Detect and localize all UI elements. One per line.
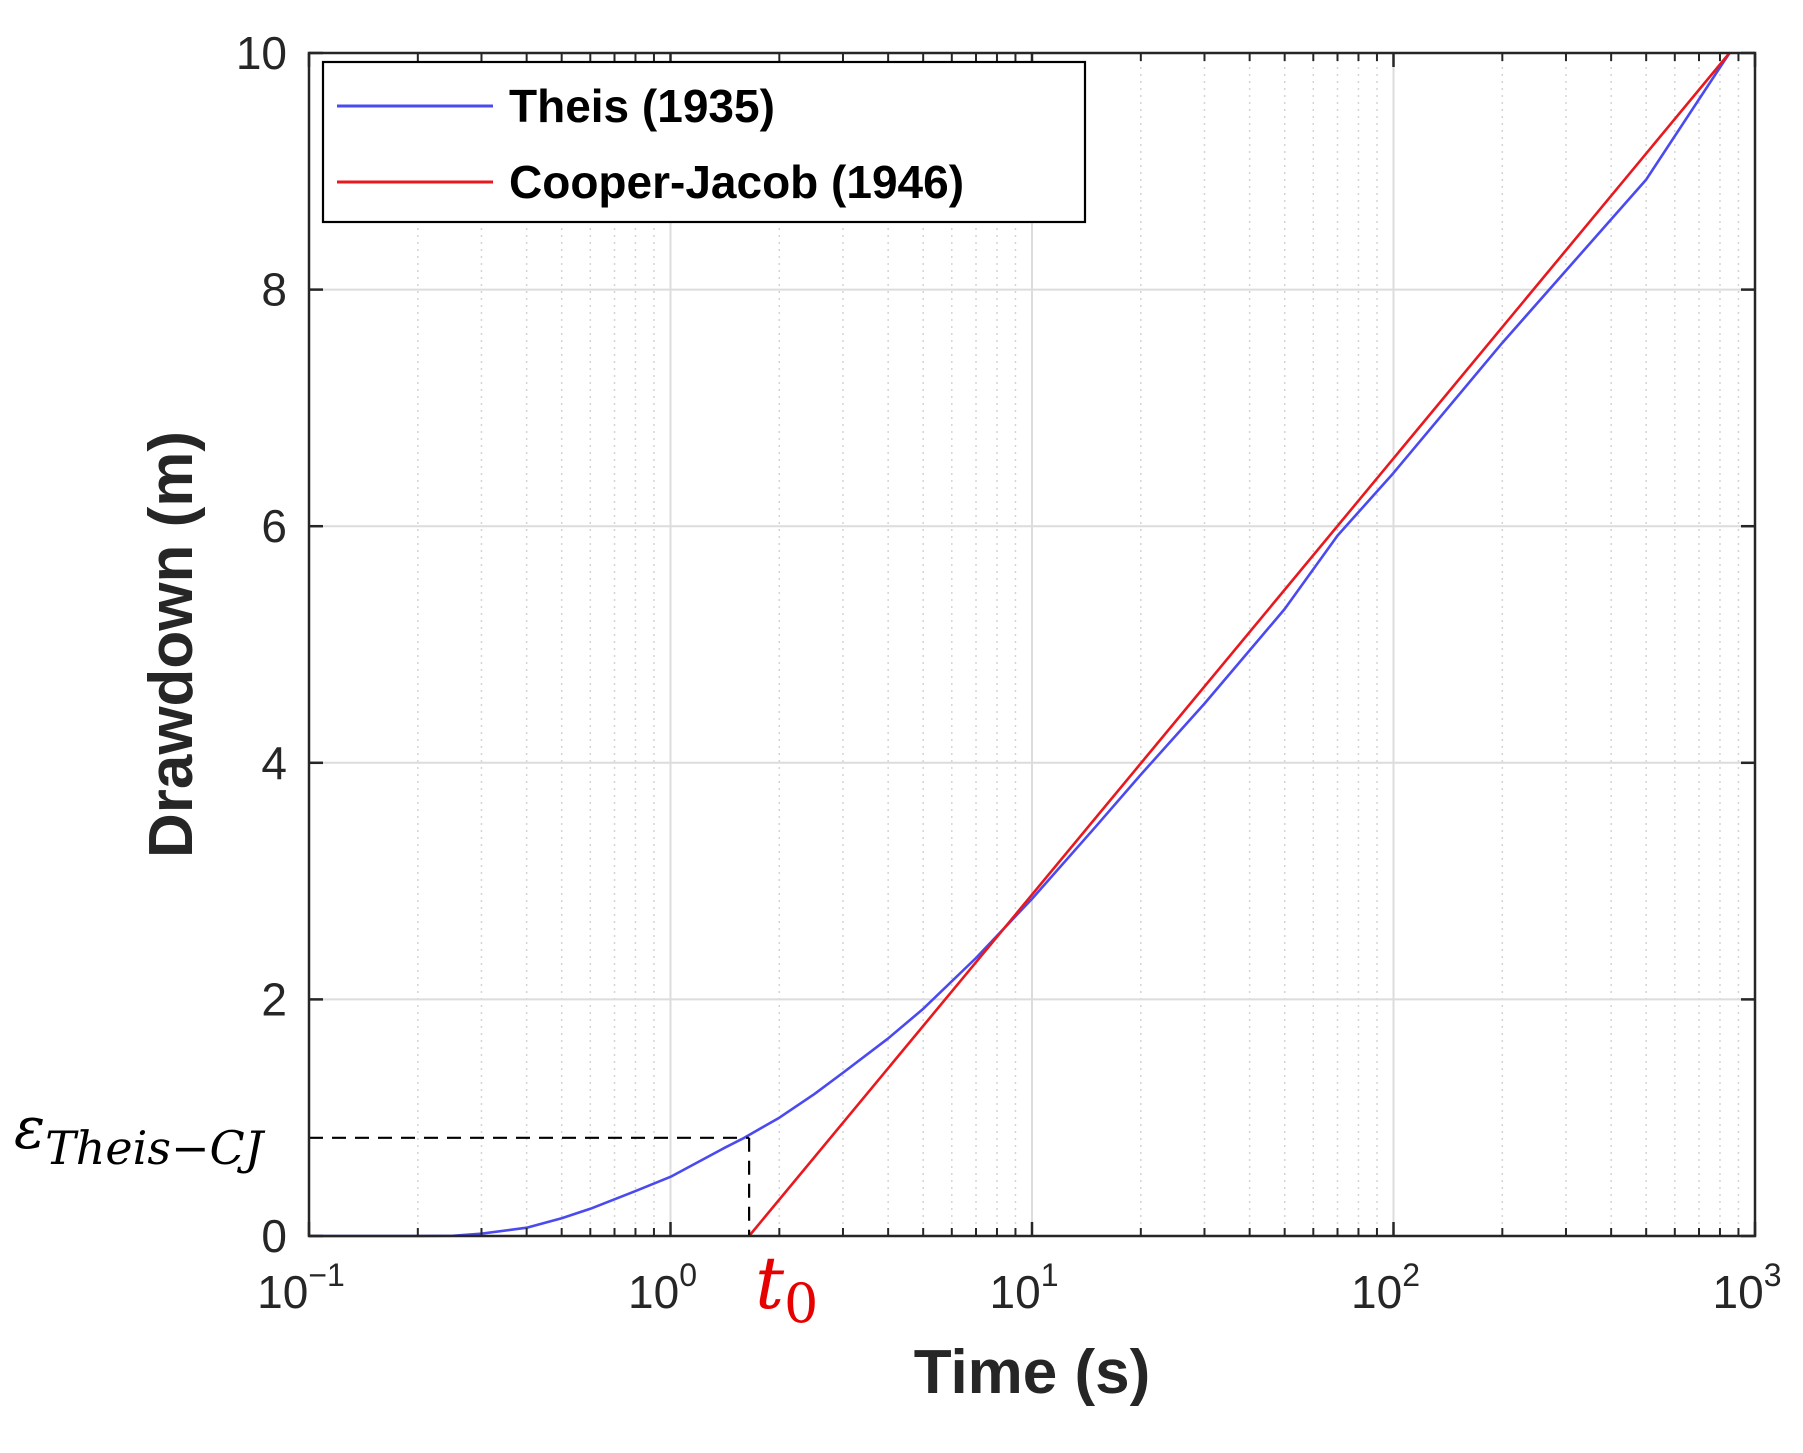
t0-label: t0 bbox=[755, 1241, 818, 1335]
x-tick-label: 101 bbox=[990, 1257, 1059, 1318]
x-tick-base: 10 bbox=[990, 1266, 1041, 1318]
y-tick-label: 0 bbox=[261, 1210, 287, 1262]
y-tick-label: 4 bbox=[261, 737, 287, 789]
y-tick-label: 2 bbox=[261, 973, 287, 1025]
x-tick-base: 10 bbox=[1351, 1266, 1402, 1318]
x-axis-title: Time (s) bbox=[914, 1338, 1151, 1407]
t0-subscript: 0 bbox=[784, 1272, 818, 1335]
x-tick-exponent: −1 bbox=[308, 1257, 344, 1293]
legend: Theis (1935) Cooper-Jacob (1946) bbox=[321, 60, 1087, 224]
x-tick-exponent: 0 bbox=[679, 1257, 697, 1293]
x-tick-label: 103 bbox=[1713, 1257, 1782, 1318]
x-tick-exponent: 1 bbox=[1041, 1257, 1059, 1293]
theis-curve bbox=[309, 52, 1731, 1238]
x-tick-exponent: 2 bbox=[1402, 1257, 1420, 1293]
legend-label-cooper-jacob: Cooper-Jacob (1946) bbox=[509, 156, 964, 208]
series-layer bbox=[309, 52, 1731, 1238]
y-tick-label: 10 bbox=[236, 27, 287, 79]
y-tick-label: 6 bbox=[261, 500, 287, 552]
x-tick-base: 10 bbox=[1713, 1266, 1764, 1318]
x-tick-label: 10−1 bbox=[257, 1257, 345, 1318]
legend-box bbox=[321, 60, 1087, 224]
epsilon-symbol: ε bbox=[14, 1094, 45, 1162]
grid bbox=[308, 52, 1756, 1237]
x-tick-base: 10 bbox=[628, 1266, 679, 1318]
epsilon-label: εTheis−CJ bbox=[14, 1094, 266, 1175]
y-tick-label: 8 bbox=[261, 264, 287, 316]
epsilon-subscript: Theis−CJ bbox=[45, 1121, 266, 1175]
cooper-jacob-line bbox=[748, 52, 1731, 1237]
x-tick-base: 10 bbox=[257, 1266, 308, 1318]
x-tick-exponent: 3 bbox=[1764, 1257, 1782, 1293]
y-axis-title: Drawdown (m) bbox=[137, 431, 206, 858]
t0-symbol: t bbox=[755, 1241, 785, 1325]
legend-label-theis: Theis (1935) bbox=[509, 80, 775, 132]
x-tick-label: 102 bbox=[1351, 1257, 1420, 1318]
x-tick-label: 100 bbox=[628, 1257, 697, 1318]
